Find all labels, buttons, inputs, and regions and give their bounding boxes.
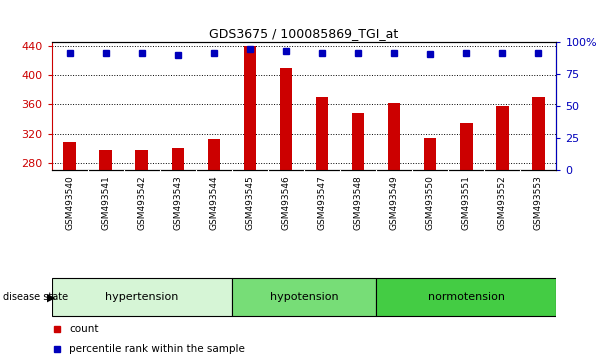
Bar — [207, 139, 220, 170]
Text: percentile rank within the sample: percentile rank within the sample — [69, 344, 245, 354]
Text: hypertension: hypertension — [105, 291, 179, 302]
Title: GDS3675 / 100085869_TGI_at: GDS3675 / 100085869_TGI_at — [209, 27, 399, 40]
Bar — [63, 142, 76, 170]
Text: GSM493547: GSM493547 — [317, 175, 326, 230]
Bar — [532, 97, 545, 170]
Text: GSM493546: GSM493546 — [282, 175, 291, 230]
Text: GSM493541: GSM493541 — [102, 175, 110, 230]
Bar — [52, 278, 232, 316]
Text: hypotension: hypotension — [270, 291, 338, 302]
Bar — [460, 123, 472, 170]
Text: ▶: ▶ — [47, 292, 56, 302]
Text: GSM493543: GSM493543 — [173, 175, 182, 230]
Text: GSM493553: GSM493553 — [534, 175, 543, 230]
Bar — [136, 150, 148, 170]
Bar — [388, 103, 401, 170]
Text: GSM493540: GSM493540 — [65, 175, 74, 230]
Bar — [171, 148, 184, 170]
Bar — [352, 113, 364, 170]
Text: GSM493550: GSM493550 — [426, 175, 435, 230]
Text: disease state: disease state — [3, 292, 68, 302]
Bar — [244, 46, 256, 170]
Bar — [376, 278, 556, 316]
Text: GSM493551: GSM493551 — [461, 175, 471, 230]
Text: GSM493549: GSM493549 — [390, 175, 399, 230]
Text: GSM493548: GSM493548 — [354, 175, 362, 230]
Bar — [232, 278, 376, 316]
Text: GSM493542: GSM493542 — [137, 175, 147, 230]
Bar — [496, 106, 508, 170]
Bar — [280, 68, 292, 170]
Text: count: count — [69, 324, 99, 334]
Text: GSM493544: GSM493544 — [209, 175, 218, 230]
Bar — [316, 97, 328, 170]
Text: GSM493552: GSM493552 — [498, 175, 506, 230]
Bar — [100, 149, 112, 170]
Text: normotension: normotension — [427, 291, 505, 302]
Text: GSM493545: GSM493545 — [246, 175, 254, 230]
Bar — [424, 138, 437, 170]
